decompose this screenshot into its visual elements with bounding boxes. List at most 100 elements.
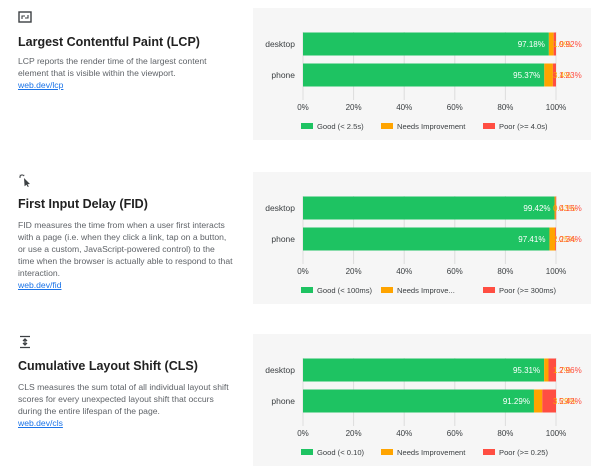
data-label: 0.43% xyxy=(553,204,576,213)
legend-label: Good (< 0.10) xyxy=(317,447,365,457)
fid-section: First Input Delay (FID) FID measures the… xyxy=(0,165,602,315)
metric-link[interactable]: web.dev/fid xyxy=(18,280,62,290)
legend-item[interactable]: Needs Improve... xyxy=(381,284,455,296)
fid-chart: 0% 20% 40% 60% 80% 100% desktop 99.42% 0.43%0.15… xyxy=(265,196,582,276)
data-label: 95.37% xyxy=(513,71,540,80)
bar-segment xyxy=(548,358,556,382)
data-label: 2.25% xyxy=(553,235,576,244)
cls-info: Cumulative Layout Shift (CLS) CLS measur… xyxy=(18,335,233,465)
x-tick-label: 60% xyxy=(447,103,463,112)
legend-label: Good (< 100ms) xyxy=(317,285,373,295)
bar-segment xyxy=(554,196,556,220)
x-tick-label: 100% xyxy=(546,429,566,438)
cls-chart-panel: 0% 20% 40% 60% 80% 100% desktop 95.31% 1.7% 2.96%… xyxy=(253,334,591,466)
bar-segment xyxy=(555,227,556,251)
x-tick-label: 80% xyxy=(497,103,513,112)
bar-segment xyxy=(555,196,557,220)
legend-swatch xyxy=(483,287,495,293)
data-label: 2.96% xyxy=(559,366,582,375)
metric-description-text: LCP reports the render time of the large… xyxy=(18,56,207,78)
bar-segment xyxy=(548,32,554,56)
legend-label: Needs Improvement xyxy=(397,447,466,457)
x-tick-label: 80% xyxy=(497,429,513,438)
x-tick-label: 0% xyxy=(297,429,309,438)
cls-section: Cumulative Layout Shift (CLS) CLS measur… xyxy=(0,325,602,466)
bar-segment xyxy=(303,389,534,413)
cls-shift-icon xyxy=(20,335,30,349)
legend-item[interactable]: Needs Improvement xyxy=(381,120,465,132)
legend-label: Poor (>= 300ms) xyxy=(499,285,556,295)
category-label: desktop xyxy=(265,203,295,213)
data-label: 1.23% xyxy=(559,71,582,80)
x-tick-label: 100% xyxy=(546,267,566,276)
x-tick-label: 60% xyxy=(447,267,463,276)
bar-segment xyxy=(549,227,556,251)
x-tick-label: 20% xyxy=(346,429,362,438)
x-tick-label: 60% xyxy=(447,429,463,438)
chart-legend: Good (< 100ms) Needs Improve... Poor (>= 3… xyxy=(253,284,591,296)
chart-legend: Good (< 2.5s) Needs Improvement Poor (>= 4… xyxy=(253,120,591,132)
bar-segment xyxy=(533,389,543,413)
category-label: phone xyxy=(271,70,295,80)
x-tick-label: 100% xyxy=(546,103,566,112)
legend-swatch xyxy=(301,123,313,129)
legend-label: Needs Improve... xyxy=(397,285,455,295)
data-label: 3.29% xyxy=(553,397,576,406)
metric-link[interactable]: web.dev/cls xyxy=(18,418,63,428)
data-label: 99.42% xyxy=(523,204,550,213)
legend-swatch xyxy=(301,449,313,455)
data-label: 91.29% xyxy=(503,397,530,406)
bar-segment xyxy=(542,389,556,413)
bar-segment xyxy=(303,196,555,220)
bar-segment xyxy=(303,358,545,382)
data-label: 0.92% xyxy=(559,40,582,49)
x-tick-label: 20% xyxy=(346,103,362,112)
bar-segment xyxy=(552,63,556,87)
legend-item[interactable]: Poor (>= 0.25) xyxy=(483,446,548,458)
legend-item[interactable]: Good (< 0.10) xyxy=(301,446,364,458)
bar-segment xyxy=(303,63,545,87)
data-label: 97.41% xyxy=(518,235,545,244)
legend-label: Needs Improvement xyxy=(397,121,466,131)
legend-swatch xyxy=(483,123,495,129)
x-tick-label: 20% xyxy=(346,267,362,276)
metric-description: CLS measures the sum total of all indivi… xyxy=(18,381,233,429)
bar-segment xyxy=(544,63,553,87)
metric-link[interactable]: web.dev/lcp xyxy=(18,80,64,90)
x-tick-label: 40% xyxy=(396,267,412,276)
legend-item[interactable]: Needs Improvement xyxy=(381,446,465,458)
lcp-expand-icon xyxy=(18,11,32,23)
legend-item[interactable]: Good (< 100ms) xyxy=(301,284,372,296)
x-tick-label: 0% xyxy=(297,267,309,276)
fid-click-icon xyxy=(19,174,30,187)
legend-item[interactable]: Poor (>= 300ms) xyxy=(483,284,556,296)
data-label: 95.31% xyxy=(513,366,540,375)
bar-segment xyxy=(553,32,556,56)
metric-title: Cumulative Layout Shift (CLS) xyxy=(18,359,198,373)
category-label: desktop xyxy=(265,365,295,375)
fid-chart-panel: 0% 20% 40% 60% 80% 100% desktop 99.42% 0.43% 0.15… xyxy=(253,172,591,304)
data-label: 1.7% xyxy=(553,366,571,375)
metric-title: First Input Delay (FID) xyxy=(18,197,148,211)
data-label: 1.9% xyxy=(553,40,571,49)
metric-title: Largest Contentful Paint (LCP) xyxy=(18,35,200,49)
metric-description: LCP reports the render time of the large… xyxy=(18,55,233,91)
category-label: desktop xyxy=(265,39,295,49)
legend-label: Good (< 2.5s) xyxy=(317,121,364,131)
legend-item[interactable]: Poor (>= 4.0s) xyxy=(483,120,548,132)
data-label: 0.15% xyxy=(559,204,582,213)
metric-description-text: FID measures the time from when a user f… xyxy=(18,220,233,278)
legend-item[interactable]: Good (< 2.5s) xyxy=(301,120,364,132)
bar-segment xyxy=(544,358,549,382)
x-tick-label: 40% xyxy=(396,429,412,438)
x-tick-label: 40% xyxy=(396,103,412,112)
legend-label: Poor (>= 0.25) xyxy=(499,447,548,457)
data-label: 5.42% xyxy=(559,397,582,406)
metric-description: FID measures the time from when a user f… xyxy=(18,219,233,291)
lcp-section: Largest Contentful Paint (LCP) LCP repor… xyxy=(0,0,602,155)
legend-swatch xyxy=(381,449,393,455)
data-label: 3.4% xyxy=(553,71,571,80)
chart-legend: Good (< 0.10) Needs Improvement Poor (>= 0… xyxy=(253,446,591,458)
fid-info: First Input Delay (FID) FID measures the… xyxy=(18,173,233,313)
legend-swatch xyxy=(301,287,313,293)
